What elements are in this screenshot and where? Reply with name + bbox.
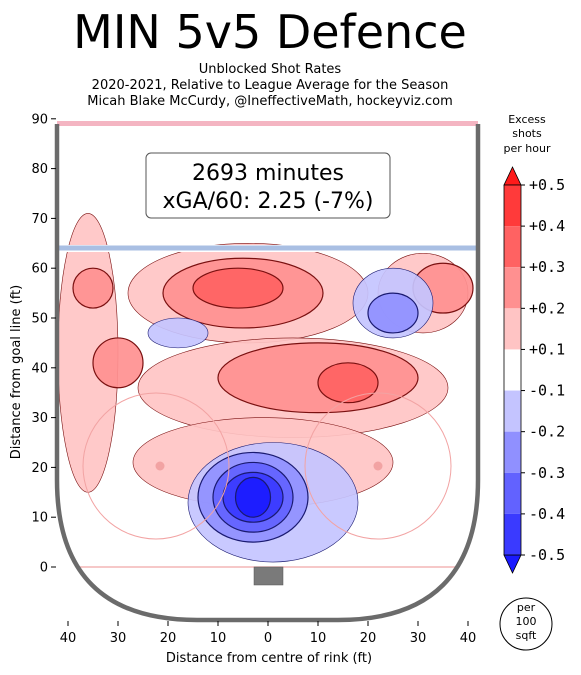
- x-tick-label-6: 20: [360, 631, 377, 646]
- unit-line-1: per: [517, 601, 536, 614]
- unit-badge: [499, 597, 553, 651]
- chart-subtitle-1: Unblocked Shot Rates: [198, 62, 342, 77]
- y-tick-label-0: 0: [40, 561, 48, 576]
- x-axis: 40 30 20 10 0 10 20 30 40: [60, 621, 477, 646]
- colorbar-band-8: [504, 513, 521, 555]
- x-tick-label-7: 30: [410, 631, 427, 646]
- unit-line-2: 100: [516, 615, 537, 628]
- red-line: [57, 121, 478, 126]
- colorbar: Excess shots per hour +0.5+0.4+0.3+0.2+0…: [499, 113, 565, 651]
- y-tick-label-30: 30: [31, 411, 48, 426]
- colorbar-band-7: [504, 472, 521, 514]
- faceoff-circle-right: [304, 392, 452, 540]
- colorbar-tick-label-2: +0.3: [529, 258, 565, 276]
- colorbar-tick-label-7: -0.3: [529, 464, 565, 482]
- colorbar-title-2: shots: [512, 127, 542, 140]
- y-tick-label-80: 80: [31, 162, 48, 177]
- faceoff-circle-left: [82, 392, 230, 540]
- x-axis-label: Distance from centre of rink (ft): [166, 651, 372, 666]
- y-tick-label-90: 90: [31, 112, 48, 127]
- heat-region-19: [234, 476, 272, 518]
- colorbar-tick-label-6: -0.2: [529, 423, 565, 441]
- heat-regions: [57, 213, 474, 563]
- colorbar-tick-label-5: -0.1: [529, 382, 565, 400]
- y-tick-label-60: 60: [31, 262, 48, 277]
- colorbar-tick-label-9: -0.5: [529, 546, 565, 564]
- heat-region-9: [72, 267, 114, 309]
- colorbar-tick-label-3: +0.2: [529, 299, 565, 317]
- colorbar-arrow-bottom: [503, 554, 522, 574]
- colorbar-tick-label-8: -0.4: [529, 505, 565, 523]
- y-tick-label-70: 70: [31, 212, 48, 227]
- goal-net: [253, 566, 284, 586]
- chart-title: MIN 5v5 Defence: [73, 5, 467, 59]
- faceoff-dot-left: [155, 461, 165, 471]
- boards: [54, 124, 481, 623]
- colorbar-band-5: [504, 390, 521, 432]
- summary-minutes: 2693 minutes: [192, 161, 344, 186]
- y-tick-label-40: 40: [31, 361, 48, 376]
- x-tick-label-4: 0: [264, 631, 272, 646]
- y-tick-label-20: 20: [31, 461, 48, 476]
- y-tick-label-10: 10: [31, 511, 48, 526]
- heat-region-10: [92, 337, 144, 389]
- colorbar-tick-label-0: +0.5: [529, 176, 565, 194]
- x-tick-label-1: 30: [110, 631, 127, 646]
- colorbar-band-4: [504, 349, 521, 391]
- colorbar-band-3: [504, 308, 521, 350]
- colorbar-band-0: [504, 185, 521, 227]
- x-tick-label-5: 10: [310, 631, 327, 646]
- x-tick-label-2: 20: [160, 631, 177, 646]
- y-axis: 0 10 20 30 40 50 60 70 80 90: [31, 112, 56, 576]
- heat-region-4: [192, 267, 284, 309]
- heat-region-7: [317, 362, 379, 404]
- summary-box-frame: [145, 152, 391, 219]
- colorbar-bands: [503, 166, 522, 574]
- colorbar-ticks: +0.5 +0.4 +0.3 +0.2 +0.1 -0.1 -0.2 -0.3 -0.4 -0.5: [521, 176, 565, 564]
- unit-line-3: sqft: [516, 629, 537, 642]
- colorbar-frame: [503, 184, 522, 556]
- chart-subtitle-2: 2020-2021, Relative to League Average fo…: [91, 78, 449, 93]
- colorbar-title-3: per hour: [504, 142, 551, 155]
- x-tick-label-8: 40: [460, 631, 477, 646]
- heat-region-14: [147, 317, 209, 349]
- rink: [54, 121, 481, 623]
- y-axis-label: Distance from goal line (ft): [9, 285, 24, 459]
- heat-region-13: [367, 292, 419, 334]
- colorbar-band-2: [504, 267, 521, 309]
- summary-xga: xGA/60: 2.25 (-7%): [163, 189, 374, 214]
- x-tick-label-0: 40: [60, 631, 77, 646]
- colorbar-title-1: Excess: [508, 113, 546, 126]
- heat-region-6: [217, 342, 419, 414]
- x-tick-label-3: 10: [210, 631, 227, 646]
- y-tick-label-50: 50: [31, 312, 48, 327]
- chart-subtitle-3: Micah Blake McCurdy, @IneffectiveMath, h…: [87, 94, 453, 109]
- colorbar-arrow-top: [503, 166, 522, 186]
- summary-box: 2693 minutes xGA/60: 2.25 (-7%): [145, 152, 391, 219]
- colorbar-tick-label-1: +0.4: [529, 217, 565, 235]
- colorbar-band-6: [504, 431, 521, 473]
- faceoff-dot-right: [373, 461, 383, 471]
- colorbar-band-1: [504, 226, 521, 268]
- colorbar-tick-label-4: +0.1: [529, 340, 565, 358]
